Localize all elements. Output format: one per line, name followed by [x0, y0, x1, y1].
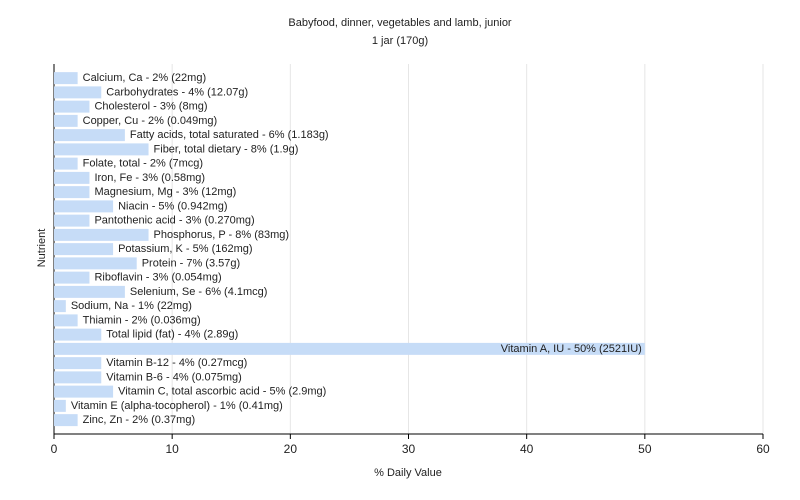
chart-title: Babyfood, dinner, vegetables and lamb, j…	[288, 17, 512, 29]
bar	[54, 414, 78, 427]
bar-label: Vitamin E (alpha-tocopherol) - 1% (0.41m…	[71, 400, 283, 412]
bar	[54, 171, 90, 184]
bar	[54, 200, 114, 213]
bar-label: Protein - 7% (3.57g)	[142, 257, 240, 269]
bar	[54, 214, 90, 227]
x-tick-label: 60	[756, 442, 770, 456]
x-axis-label: % Daily Value	[374, 467, 442, 479]
x-tick-label: 10	[165, 442, 179, 456]
bar-label: Niacin - 5% (0.942mg)	[118, 200, 227, 212]
bar-label: Fiber, total dietary - 8% (1.9g)	[154, 143, 299, 155]
bar	[54, 385, 114, 398]
bar	[54, 399, 66, 412]
x-tick-label: 50	[638, 442, 652, 456]
bar	[54, 100, 90, 113]
bar	[54, 328, 102, 341]
bar	[54, 143, 149, 156]
bar-label: Zinc, Zn - 2% (0.37mg)	[83, 414, 195, 426]
bar-label: Cholesterol - 3% (8mg)	[94, 101, 207, 113]
bar-label: Sodium, Na - 1% (22mg)	[71, 300, 192, 312]
bar-label: Fatty acids, total saturated - 6% (1.183…	[130, 129, 329, 141]
bar	[54, 114, 78, 127]
bar	[54, 371, 102, 384]
bar	[54, 243, 114, 256]
bar-label: Phosphorus, P - 8% (83mg)	[154, 229, 290, 241]
bar	[54, 129, 125, 142]
bar	[54, 314, 78, 327]
bar-label: Iron, Fe - 3% (0.58mg)	[94, 172, 205, 184]
chart-subtitle: 1 jar (170g)	[372, 35, 428, 47]
bar	[54, 285, 125, 298]
bar	[54, 86, 102, 99]
bar-label: Magnesium, Mg - 3% (12mg)	[94, 186, 236, 198]
x-tick-label: 40	[520, 442, 534, 456]
bar-label: Copper, Cu - 2% (0.049mg)	[83, 115, 218, 127]
bar-label: Riboflavin - 3% (0.054mg)	[94, 272, 221, 284]
x-tick-label: 20	[284, 442, 298, 456]
bar	[54, 271, 90, 284]
x-tick-label: 0	[51, 442, 58, 456]
bar-label: Potassium, K - 5% (162mg)	[118, 243, 253, 255]
bar-label: Vitamin B-12 - 4% (0.27mcg)	[106, 357, 247, 369]
bar	[54, 300, 66, 313]
bar-label: Vitamin B-6 - 4% (0.075mg)	[106, 371, 242, 383]
bar-label: Pantothenic acid - 3% (0.270mg)	[94, 215, 254, 227]
bar-label: Folate, total - 2% (7mcg)	[83, 158, 203, 170]
bar-label: Thiamin - 2% (0.036mg)	[83, 314, 201, 326]
bar	[54, 357, 102, 370]
bar	[54, 228, 149, 241]
x-tick-label: 30	[402, 442, 416, 456]
bar-label: Carbohydrates - 4% (12.07g)	[106, 86, 248, 98]
bar-label: Vitamin C, total ascorbic acid - 5% (2.9…	[118, 386, 326, 398]
bar-label: Vitamin A, IU - 50% (2521IU)	[501, 343, 642, 355]
bar-label: Selenium, Se - 6% (4.1mcg)	[130, 286, 268, 298]
bar	[54, 257, 137, 270]
y-axis-label: Nutrient	[36, 229, 48, 268]
bar	[54, 157, 78, 170]
bar	[54, 72, 78, 85]
bar	[54, 186, 90, 199]
bar-label: Total lipid (fat) - 4% (2.89g)	[106, 329, 238, 341]
bar	[54, 342, 645, 355]
bar-label: Calcium, Ca - 2% (22mg)	[83, 72, 206, 84]
